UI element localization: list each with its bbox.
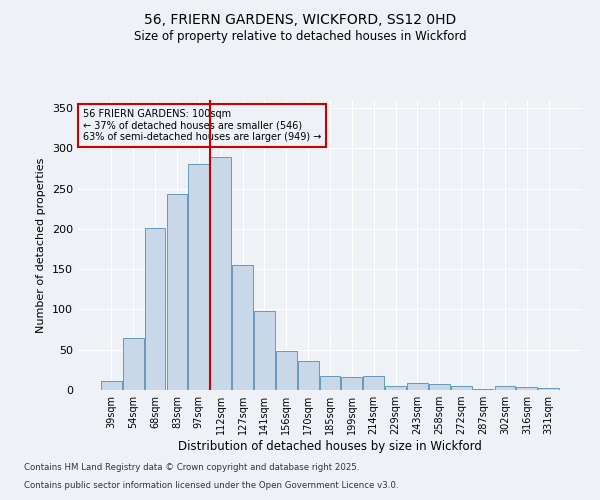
Bar xyxy=(167,194,187,390)
X-axis label: Distribution of detached houses by size in Wickford: Distribution of detached houses by size … xyxy=(178,440,482,453)
Y-axis label: Number of detached properties: Number of detached properties xyxy=(37,158,46,332)
Bar xyxy=(298,361,319,390)
Bar xyxy=(188,164,209,390)
Bar xyxy=(232,265,253,390)
Bar xyxy=(385,386,406,390)
Text: 56 FRIERN GARDENS: 100sqm
← 37% of detached houses are smaller (546)
63% of semi: 56 FRIERN GARDENS: 100sqm ← 37% of detac… xyxy=(83,108,322,142)
Bar xyxy=(123,338,143,390)
Text: 56, FRIERN GARDENS, WICKFORD, SS12 0HD: 56, FRIERN GARDENS, WICKFORD, SS12 0HD xyxy=(144,12,456,26)
Bar xyxy=(451,386,472,390)
Bar xyxy=(494,386,515,390)
Text: Size of property relative to detached houses in Wickford: Size of property relative to detached ho… xyxy=(134,30,466,43)
Bar xyxy=(429,384,450,390)
Bar xyxy=(210,157,231,390)
Bar xyxy=(341,377,362,390)
Bar xyxy=(517,387,537,390)
Bar xyxy=(407,383,428,390)
Bar xyxy=(276,350,296,390)
Bar xyxy=(538,388,559,390)
Bar xyxy=(364,376,384,390)
Bar xyxy=(145,228,166,390)
Bar xyxy=(101,381,122,390)
Text: Contains public sector information licensed under the Open Government Licence v3: Contains public sector information licen… xyxy=(24,481,398,490)
Bar xyxy=(320,376,340,390)
Bar xyxy=(473,389,493,390)
Text: Contains HM Land Registry data © Crown copyright and database right 2025.: Contains HM Land Registry data © Crown c… xyxy=(24,464,359,472)
Bar xyxy=(254,311,275,390)
